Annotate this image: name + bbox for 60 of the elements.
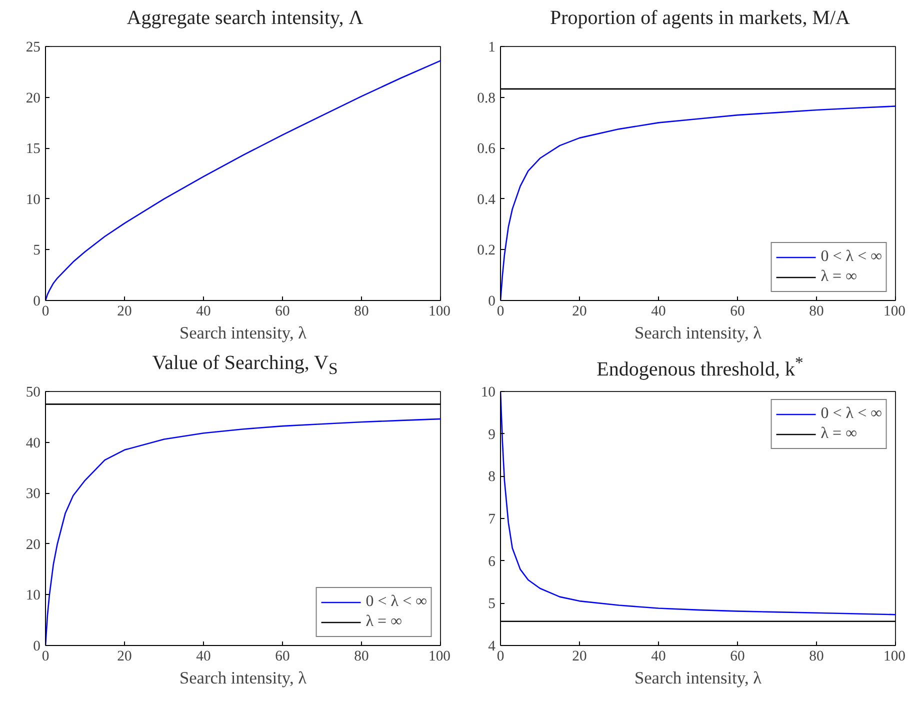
y-tick-label: 25 (26, 40, 40, 56)
x-axis-title: Search intensity, λ (179, 668, 308, 688)
x-tick-label: 80 (809, 304, 824, 320)
chart-title: Endogenous threshold, k$^{*}$ (596, 352, 804, 383)
x-tick-label: 20 (117, 304, 132, 320)
y-tick-label: 0 (33, 638, 40, 654)
y-tick-label: 0 (33, 294, 40, 310)
y-tick-label: 0.8 (477, 90, 496, 106)
x-tick-label: 100 (884, 648, 906, 664)
y-tick-label: 40 (26, 435, 40, 452)
x-tick-label: 60 (275, 304, 290, 320)
chart-title: Aggregate search intensity, Λ (126, 6, 364, 31)
x-tick-label: 40 (651, 304, 666, 320)
y-tick-label: 4 (488, 638, 496, 654)
x-tick-label: 40 (651, 648, 666, 664)
x-tick-label: 80 (354, 304, 369, 320)
legend-label: 0 < λ < ∞ (366, 593, 427, 611)
x-tick-label: 60 (730, 304, 745, 320)
x-axis-title: Search intensity, λ (179, 324, 308, 342)
y-tick-label: 0.2 (477, 242, 496, 259)
legend-label: 0 < λ < ∞ (820, 248, 882, 266)
y-tick-label: 6 (488, 554, 496, 570)
x-tick-label: 80 (354, 648, 369, 664)
x-tick-label: 100 (428, 648, 450, 664)
y-tick-label: 10 (26, 588, 40, 604)
x-tick-label: 20 (117, 648, 132, 664)
legend-label: λ = ∞ (820, 268, 857, 286)
y-tick-label: 10 (26, 192, 40, 208)
x-tick-label: 20 (572, 304, 587, 320)
x-axis-title: Search intensity, λ (634, 324, 762, 342)
y-tick-label: 0.6 (477, 141, 496, 158)
x-tick-label: 100 (884, 304, 906, 320)
y-tick-label: 1 (488, 40, 496, 56)
y-tick-label: 0.4 (477, 192, 496, 208)
legend-label: λ = ∞ (820, 425, 857, 443)
x-tick-label: 100 (428, 304, 450, 320)
y-tick-label: 5 (33, 242, 40, 259)
y-tick-label: 0 (488, 294, 496, 310)
y-tick-label: 10 (480, 384, 496, 400)
y-tick-label: 50 (26, 384, 40, 400)
x-tick-label: 40 (196, 648, 211, 664)
chart-title: Value of Searching, V$_{S}$ (152, 351, 338, 380)
y-tick-label: 9 (488, 426, 496, 443)
y-tick-label: 20 (26, 90, 40, 106)
legend-label: λ = ∞ (366, 613, 402, 631)
y-tick-label: 15 (26, 141, 40, 158)
legend-label: 0 < λ < ∞ (820, 405, 882, 423)
x-tick-label: 60 (275, 648, 290, 664)
x-tick-label: 80 (809, 648, 824, 664)
line-series (500, 392, 896, 616)
y-tick-label: 8 (488, 469, 496, 486)
x-tick-label: 60 (730, 648, 745, 664)
x-axis-title: Search intensity, λ (634, 668, 762, 688)
y-tick-label: 30 (26, 486, 40, 502)
y-tick-label: 20 (26, 536, 40, 553)
y-tick-label: 7 (488, 512, 496, 528)
x-tick-label: 20 (572, 648, 587, 664)
chart-title: Proportion of agents in markets, M/A (550, 6, 850, 31)
y-tick-label: 5 (488, 596, 496, 612)
x-tick-label: 40 (196, 304, 211, 320)
